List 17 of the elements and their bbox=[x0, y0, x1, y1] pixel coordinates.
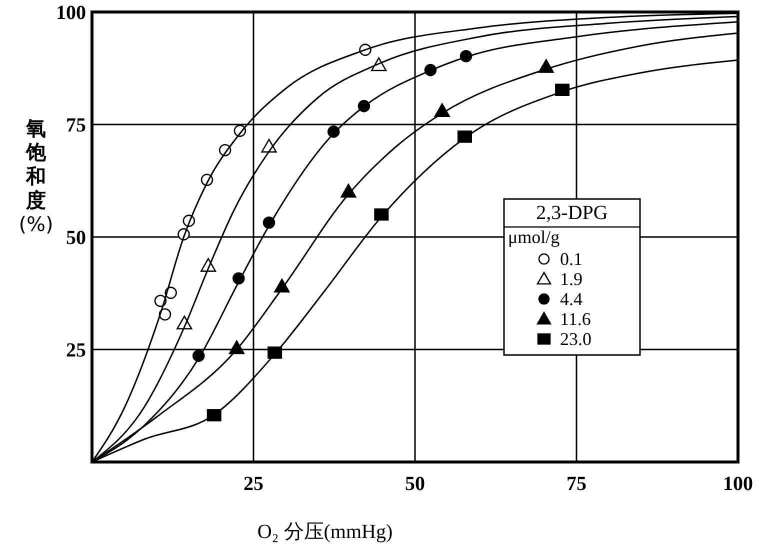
y-tick-label: 50 bbox=[66, 227, 86, 249]
legend-label: 0.1 bbox=[560, 249, 582, 269]
legend-label: 11.6 bbox=[560, 309, 591, 329]
legend-title: 2,3-DPG μmol/g bbox=[508, 202, 608, 247]
y-tick-label: 100 bbox=[56, 2, 86, 24]
legend-label: 1.9 bbox=[560, 269, 582, 289]
x-tick-label: 100 bbox=[723, 473, 753, 495]
legend-label: 4.4 bbox=[560, 289, 582, 309]
legend-label: 23.0 bbox=[560, 329, 592, 349]
x-tick-label: 75 bbox=[566, 473, 586, 495]
x-tick-label: 25 bbox=[244, 473, 264, 495]
point bbox=[158, 308, 172, 321]
y-tick-label: 25 bbox=[66, 340, 86, 362]
y-axis-title: 氧饱和度(%) bbox=[18, 116, 54, 236]
y-tick-label: 75 bbox=[66, 114, 86, 136]
x-axis-title: O₂ 分压(mmHg) bbox=[257, 521, 393, 543]
x-tick-label: 50 bbox=[405, 473, 425, 495]
